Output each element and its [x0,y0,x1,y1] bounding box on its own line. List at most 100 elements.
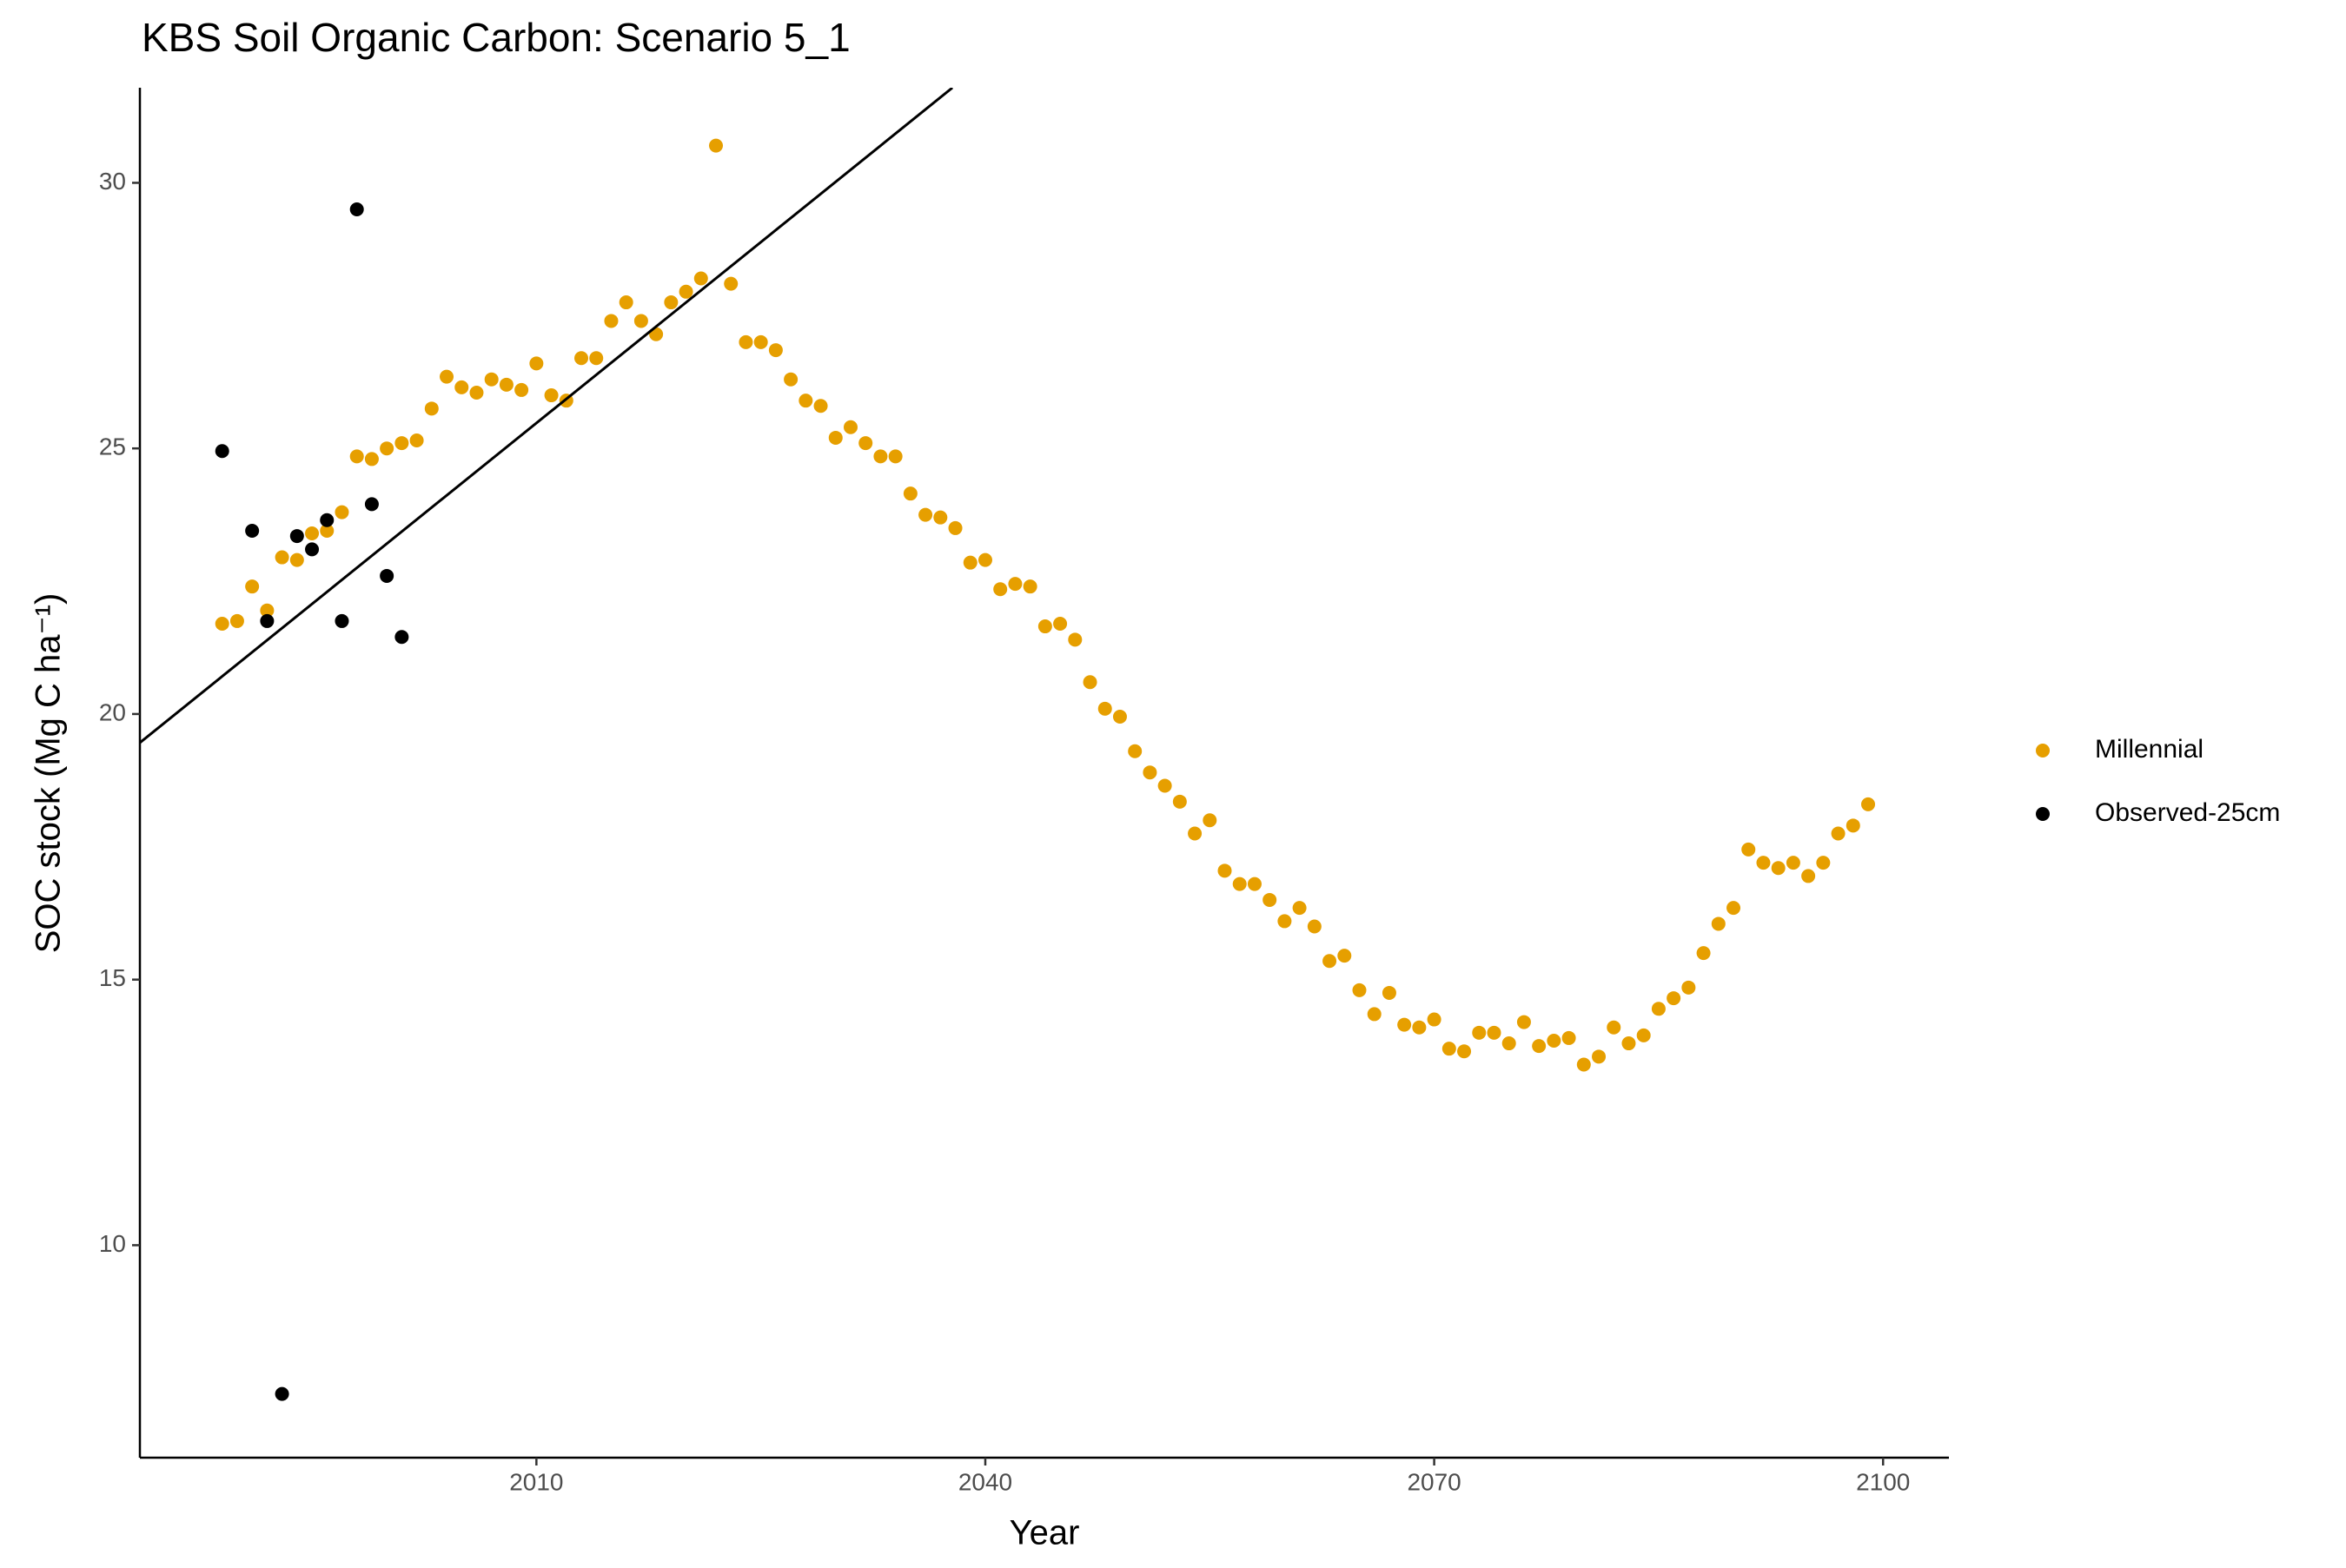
data-point [1307,919,1322,934]
legend-key [2036,744,2050,758]
data-point [514,382,529,397]
data-point [1292,901,1307,916]
data-point [963,555,978,570]
data-point [589,351,604,366]
data-point [454,380,469,394]
data-point [1532,1039,1547,1054]
data-point [1203,813,1217,828]
data-point [394,436,409,451]
data-point [1816,856,1831,870]
data-point [1561,1030,1576,1045]
data-point [1322,954,1337,969]
y-tick-label: 20 [99,698,126,725]
y-axis-title: SOC stock (Mg C ha⁻¹) [30,593,68,954]
data-point [1547,1033,1561,1048]
data-point [1726,901,1741,916]
data-point [1651,1002,1666,1016]
data-point [1681,980,1696,995]
data-point [1636,1028,1651,1042]
data-point [305,542,320,557]
data-point [440,369,454,384]
legend-label: Millennial [2095,735,2204,764]
data-point [903,486,918,501]
chart-title: KBS Soil Organic Carbon: Scenario 5_1 [142,15,851,60]
data-point [1188,826,1203,841]
data-point [1667,991,1681,1006]
data-point [1831,826,1846,841]
data-point [1501,1036,1516,1051]
data-point [679,284,693,299]
data-point [1771,861,1786,876]
x-tick-label: 2010 [509,1468,563,1495]
data-point [394,630,409,645]
data-point [739,334,753,349]
data-point [1172,794,1187,809]
data-point [1801,869,1816,883]
data-point [1128,744,1143,758]
data-point [484,372,499,387]
data-point [1621,1036,1636,1051]
data-point [1008,577,1023,592]
data-point [888,449,903,464]
data-point [1576,1057,1591,1072]
data-point [1083,675,1097,690]
data-point [544,388,559,403]
data-point [993,582,1008,597]
data-point [978,552,992,567]
data-point [229,613,244,628]
data-point [215,616,229,631]
data-point [1232,877,1247,891]
data-point [843,420,858,434]
data-point [1053,616,1068,631]
data-point [574,351,589,366]
data-point [693,271,708,286]
data-point [1112,709,1127,724]
data-point [1696,946,1711,961]
data-point [1367,1007,1382,1022]
data-point [828,430,843,445]
data-point [1068,632,1083,647]
y-tick-label: 15 [99,964,126,991]
data-point [1262,892,1277,907]
data-point [409,433,424,448]
data-point [1382,985,1396,1000]
x-axis-title: Year [1010,1514,1080,1552]
data-point [469,385,484,400]
data-point [349,449,364,464]
data-point [275,1386,289,1401]
x-tick-label: 2100 [1856,1468,1910,1495]
data-point [1247,877,1262,891]
data-point [619,295,633,310]
data-point [1861,797,1876,811]
data-point [858,436,873,451]
x-tick-label: 2070 [1407,1468,1461,1495]
data-point [349,202,364,217]
data-point [499,377,514,392]
data-point [320,523,335,538]
data-point [1397,1017,1412,1032]
data-point [1097,701,1112,716]
data-point [604,314,619,328]
data-point [1157,778,1172,793]
data-point [918,507,933,522]
data-point [1487,1025,1501,1040]
data-point [245,523,260,538]
data-point [1037,619,1052,634]
data-point [335,505,349,519]
data-point [948,520,963,535]
data-point [709,138,724,153]
data-point [1711,916,1726,931]
data-point [1412,1020,1427,1035]
data-point [1472,1025,1487,1040]
data-point [784,372,799,387]
data-point [799,394,813,408]
data-point [873,449,888,464]
data-point [1846,818,1860,833]
data-point [1441,1042,1456,1056]
data-point [633,314,648,328]
y-tick-label: 30 [99,168,126,195]
data-point [245,579,260,594]
data-point [1786,856,1800,870]
data-point [753,334,768,349]
